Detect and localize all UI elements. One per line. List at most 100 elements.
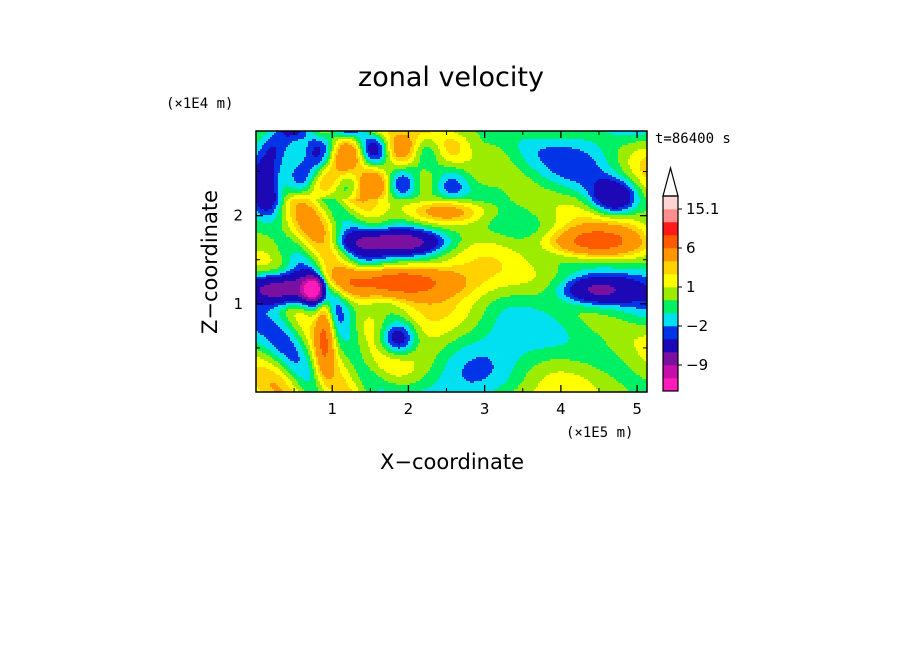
field-cell bbox=[488, 151, 491, 154]
field-cell bbox=[400, 161, 403, 164]
field-cell bbox=[510, 135, 513, 138]
field-cell bbox=[260, 151, 263, 154]
field-cell bbox=[352, 161, 355, 164]
field-cell bbox=[438, 159, 441, 162]
field-cell bbox=[358, 141, 361, 144]
field-cell bbox=[364, 155, 367, 158]
field-cell bbox=[356, 151, 359, 154]
field-cell bbox=[294, 133, 297, 136]
field-cell bbox=[476, 139, 479, 142]
field-cell bbox=[582, 147, 585, 150]
field-cell bbox=[534, 131, 537, 134]
field-cell bbox=[632, 139, 635, 142]
field-cell bbox=[490, 157, 493, 160]
field-cell bbox=[600, 157, 603, 160]
field-cell bbox=[628, 133, 631, 136]
field-cell bbox=[580, 131, 583, 134]
field-cell bbox=[524, 131, 527, 134]
field-cell bbox=[344, 143, 347, 146]
field-cell bbox=[376, 157, 379, 160]
field-cell bbox=[606, 151, 609, 154]
field-cell bbox=[262, 157, 265, 160]
field-cell bbox=[352, 137, 355, 140]
field-cell bbox=[404, 149, 407, 152]
field-cell bbox=[604, 137, 607, 140]
field-cell bbox=[384, 157, 387, 160]
field-cell bbox=[612, 135, 615, 138]
field-cell bbox=[430, 139, 433, 142]
field-cell bbox=[460, 137, 463, 140]
field-cell bbox=[576, 131, 579, 134]
field-cell bbox=[588, 161, 591, 164]
field-cell bbox=[404, 151, 407, 154]
field-cell bbox=[522, 139, 525, 142]
field-cell bbox=[434, 155, 437, 158]
field-cell bbox=[550, 149, 553, 152]
field-cell bbox=[486, 139, 489, 142]
field-cell bbox=[452, 133, 455, 136]
field-cell bbox=[572, 141, 575, 144]
field-cell bbox=[300, 131, 303, 134]
field-cell bbox=[278, 151, 281, 154]
field-cell bbox=[376, 133, 379, 136]
field-cell bbox=[546, 149, 549, 152]
field-cell bbox=[366, 131, 369, 134]
field-cell bbox=[584, 155, 587, 158]
field-cell bbox=[606, 139, 609, 142]
field-cell bbox=[508, 159, 511, 162]
field-cell bbox=[408, 151, 411, 154]
field-cell bbox=[276, 157, 279, 160]
field-cell bbox=[572, 133, 575, 136]
field-cell bbox=[314, 157, 317, 160]
field-cell bbox=[306, 155, 309, 158]
field-cell bbox=[378, 143, 381, 146]
field-cell bbox=[414, 159, 417, 162]
field-cell bbox=[606, 157, 609, 160]
field-cell bbox=[428, 151, 431, 154]
field-cell bbox=[536, 151, 539, 154]
field-cell bbox=[554, 149, 557, 152]
field-cell bbox=[322, 157, 325, 160]
field-cell bbox=[548, 147, 551, 150]
field-cell bbox=[270, 131, 273, 134]
field-cell bbox=[322, 161, 325, 164]
field-cell bbox=[466, 145, 469, 148]
field-cell bbox=[526, 159, 529, 162]
field-cell bbox=[374, 149, 377, 152]
field-cell bbox=[528, 153, 531, 156]
field-cell bbox=[508, 147, 511, 150]
field-cell bbox=[482, 145, 485, 148]
field-cell bbox=[554, 157, 557, 160]
field-cell bbox=[520, 143, 523, 146]
field-cell bbox=[386, 147, 389, 150]
field-cell bbox=[566, 147, 569, 150]
field-cell bbox=[388, 147, 391, 150]
field-cell bbox=[264, 149, 267, 152]
field-cell bbox=[554, 137, 557, 140]
field-cell bbox=[592, 153, 595, 156]
field-cell bbox=[368, 145, 371, 148]
field-cell bbox=[558, 155, 561, 158]
field-cell bbox=[262, 151, 265, 154]
field-cell bbox=[364, 139, 367, 142]
field-cell bbox=[298, 135, 301, 138]
field-cell bbox=[568, 161, 571, 164]
field-cell bbox=[282, 153, 285, 156]
field-cell bbox=[494, 161, 497, 164]
field-cell bbox=[370, 155, 373, 158]
field-cell bbox=[440, 153, 443, 156]
field-cell bbox=[628, 153, 631, 156]
field-cell bbox=[428, 153, 431, 156]
field-cell bbox=[462, 145, 465, 148]
field-cell bbox=[642, 133, 645, 136]
field-cell bbox=[282, 139, 285, 142]
field-cell bbox=[280, 141, 283, 144]
field-cell bbox=[630, 157, 633, 160]
field-cell bbox=[336, 147, 339, 150]
field-cell bbox=[428, 139, 431, 142]
field-cell bbox=[626, 157, 629, 160]
field-cell bbox=[472, 157, 475, 160]
field-cell bbox=[538, 147, 541, 150]
field-cell bbox=[336, 141, 339, 144]
field-cell bbox=[612, 141, 615, 144]
